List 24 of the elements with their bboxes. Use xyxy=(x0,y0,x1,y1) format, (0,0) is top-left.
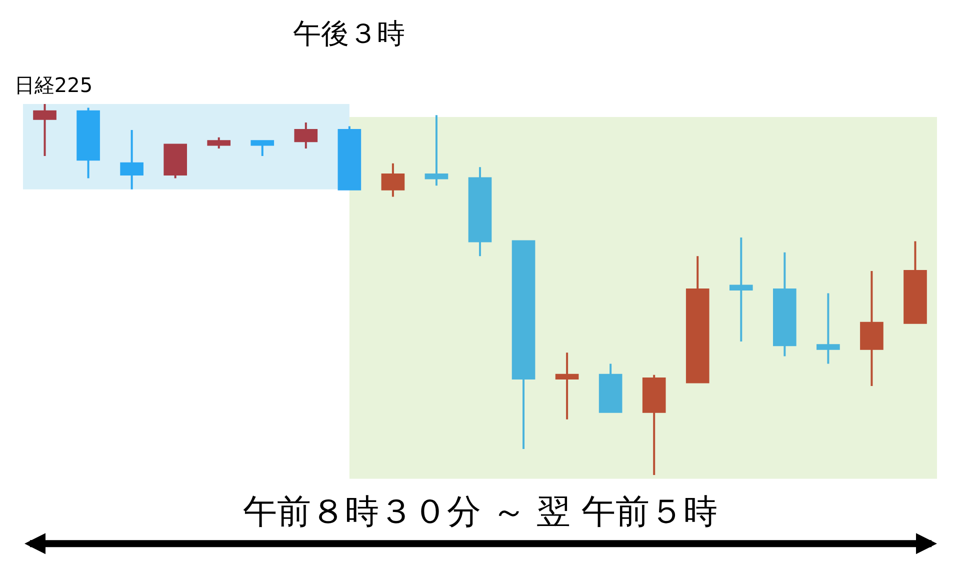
candlestick xyxy=(512,240,536,450)
candlestick xyxy=(294,122,318,150)
candlestick xyxy=(250,140,274,157)
candlestick xyxy=(860,270,884,387)
candlestick xyxy=(381,162,405,198)
candlestick xyxy=(729,236,753,342)
chart-title: 日経225 xyxy=(14,73,93,97)
candlestick xyxy=(76,106,100,180)
candlestick xyxy=(816,292,840,365)
candlestick xyxy=(555,352,579,420)
text: 午前８時３０分 ～ 翌 午前５時 xyxy=(243,492,718,532)
candlestick xyxy=(686,255,710,384)
text: 午後３時 xyxy=(293,17,405,50)
candlestick xyxy=(120,128,144,190)
candlestick xyxy=(164,144,187,180)
candlestick xyxy=(642,374,666,475)
candlestick xyxy=(33,104,56,157)
candlestick xyxy=(338,125,362,190)
candlestick xyxy=(207,136,231,150)
candlestick xyxy=(468,166,492,258)
candlestick xyxy=(598,362,622,413)
candlestick xyxy=(773,251,796,358)
candlestick xyxy=(904,240,927,324)
candlestick xyxy=(424,114,448,187)
